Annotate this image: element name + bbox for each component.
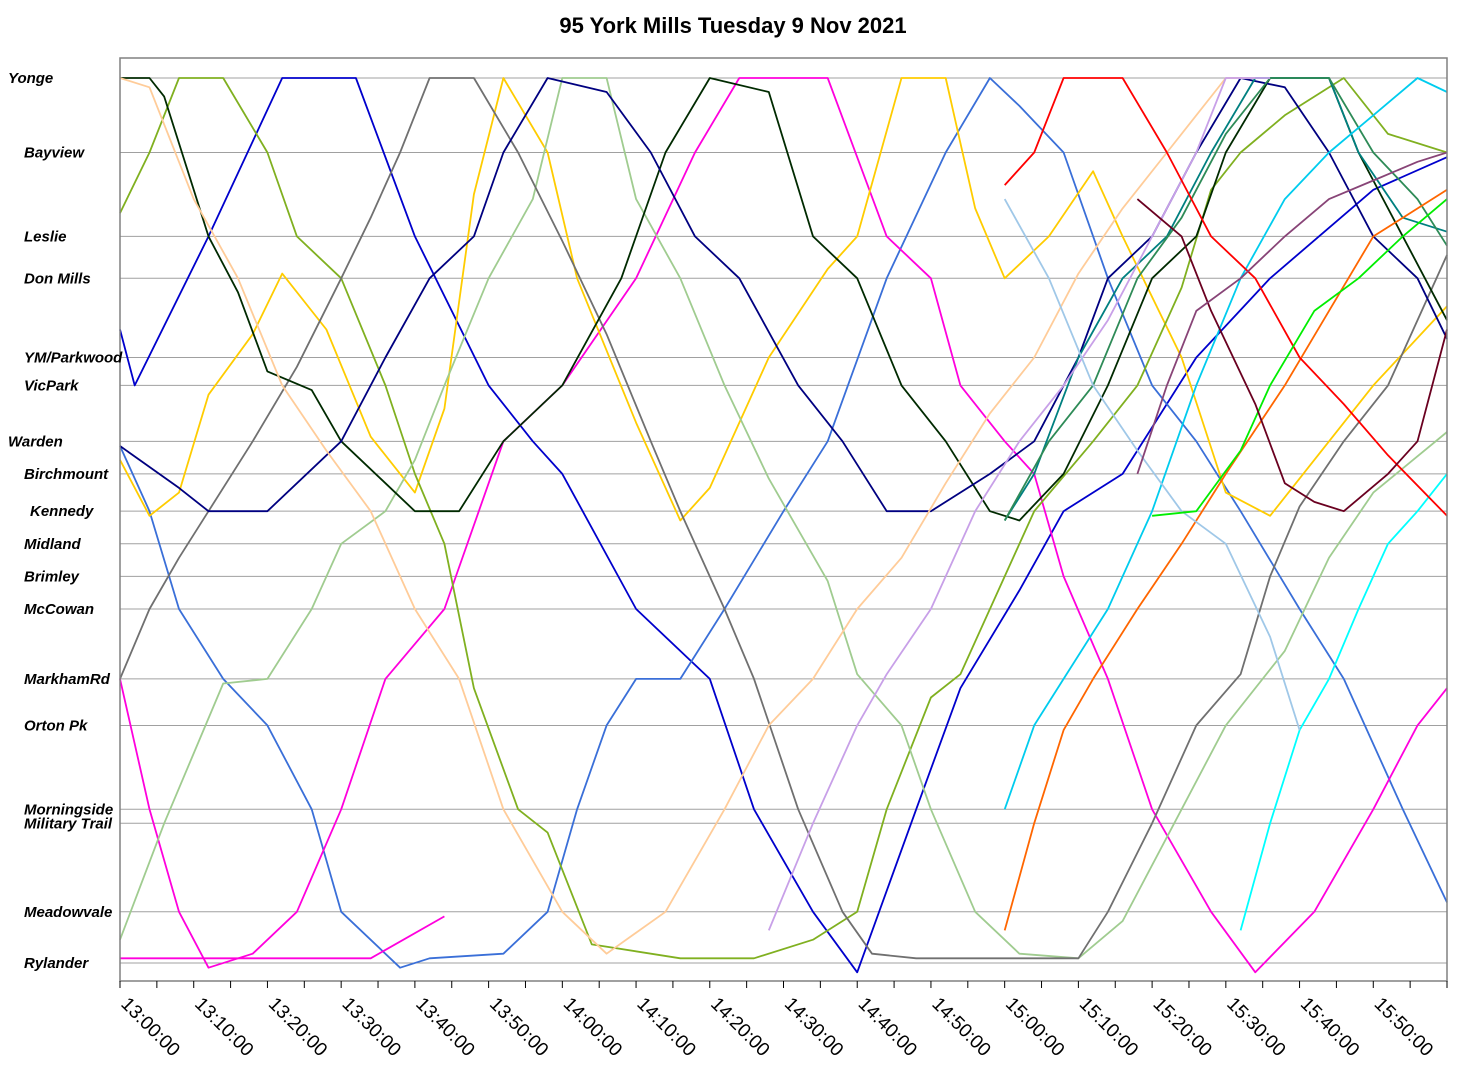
trip-line: [120, 77, 1448, 522]
trip-line: [119, 77, 1256, 955]
trip-line: [1003, 189, 1448, 931]
x-tick-label: 15:20:00: [1149, 994, 1216, 1061]
x-tick-label: 15:50:00: [1370, 994, 1437, 1061]
x-tick-label: 13:00:00: [116, 994, 183, 1061]
stop-label: Rylander: [24, 955, 89, 972]
x-tick-label: 14:10:00: [633, 994, 700, 1061]
x-tick-label: 13:40:00: [411, 994, 478, 1061]
x-tick-label: 13:20:00: [264, 994, 331, 1061]
series-layer: [119, 77, 1448, 974]
stop-label: Leslie: [24, 228, 67, 245]
stop-label: Bayview: [24, 145, 85, 162]
x-tick-label: 15:30:00: [1222, 994, 1289, 1061]
stop-labels: Yonge Bayview Leslie Don Mills YM/Parkwood Vi…: [8, 70, 123, 972]
stop-label: Midland: [24, 536, 81, 553]
trip-line: [1004, 77, 1448, 517]
stop-label: Don Mills: [24, 270, 91, 287]
trip-line: [1003, 77, 1448, 521]
chart-title: 95 York Mills Tuesday 9 Nov 2021: [559, 13, 906, 38]
trip-line: [767, 77, 1271, 931]
stop-label: Morningside: [24, 801, 113, 818]
x-tick-label: 13:10:00: [190, 994, 257, 1061]
trip-line: [119, 77, 1448, 960]
x-tick-label: 13:50:00: [485, 994, 552, 1061]
stop-label: Birchmount: [24, 466, 109, 483]
stop-label: Kennedy: [30, 503, 94, 520]
trip-line: [119, 77, 1448, 969]
stop-label: Brimley: [24, 568, 80, 585]
trip-line: [119, 77, 1448, 974]
trip-line: [119, 77, 1448, 960]
x-tick-label: 14:00:00: [559, 994, 626, 1061]
x-tick-label: 15:00:00: [1001, 994, 1068, 1061]
x-tick-label: 14:30:00: [780, 994, 847, 1061]
stop-label: YM/Parkwood: [24, 349, 123, 366]
stop-label: McCowan: [24, 601, 94, 618]
trip-line: [119, 77, 1448, 960]
trip-line: [1003, 77, 1448, 810]
stop-label: MarkhamRd: [24, 671, 111, 688]
trip-line: [1136, 151, 1448, 475]
stop-label: VicPark: [24, 377, 79, 394]
trip-line: [1003, 77, 1448, 521]
x-tick-label: 15:40:00: [1296, 994, 1363, 1061]
plot-frame: [119, 57, 1448, 982]
x-tick-label: 14:40:00: [854, 994, 921, 1061]
stop-label: Warden: [8, 433, 63, 450]
stop-label: Yonge: [8, 70, 53, 87]
trip-line: [119, 77, 1448, 522]
stop-label: Meadowvale: [24, 904, 112, 921]
x-tick-label: 15:10:00: [1075, 994, 1142, 1061]
trip-line: [1152, 198, 1448, 517]
trip-line: [1136, 198, 1448, 513]
trip-line: [119, 77, 1448, 974]
stop-label: Military Trail: [24, 815, 113, 832]
trip-line: [1003, 198, 1301, 731]
trip-line: [120, 915, 445, 960]
x-axis: 13:00:00 13:10:00 13:20:00 13:30:00 13:40:00…: [116, 981, 1448, 1061]
stop-label: Orton Pk: [24, 717, 88, 734]
x-tick-label: 13:30:00: [338, 994, 405, 1061]
grid-layer: [120, 77, 1447, 964]
trip-line: [1239, 473, 1448, 931]
x-tick-label: 14:50:00: [927, 994, 994, 1061]
trip-line: [119, 77, 1448, 513]
x-tick-label: 14:20:00: [706, 994, 773, 1061]
